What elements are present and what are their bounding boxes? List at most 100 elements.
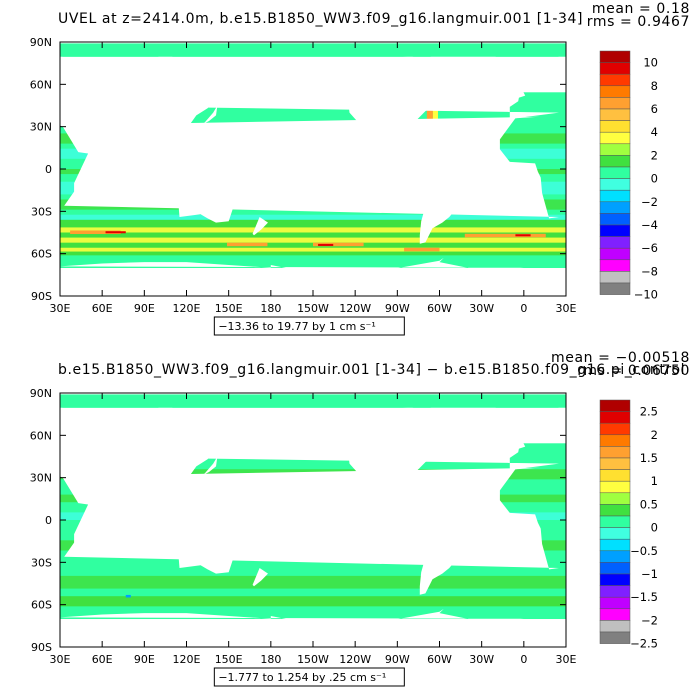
field-band	[60, 575, 566, 589]
colorbar-swatch	[599, 492, 631, 505]
colorbar-swatch	[599, 422, 631, 436]
colorbar-swatch	[599, 224, 631, 237]
x-tick-label: 0	[520, 653, 527, 666]
colorbar-swatch	[599, 97, 631, 110]
acc-strong	[60, 237, 566, 243]
colorbar-swatch	[599, 120, 631, 133]
range-label-box: −13.36 to 19.77 by 1 cm s⁻¹	[213, 316, 405, 336]
rms-stat: rms = 0.06750	[577, 363, 690, 379]
colorbar-swatch	[599, 62, 631, 75]
colorbar-swatch	[599, 143, 631, 156]
range-label: −13.36 to 19.77 by 1 cm s⁻¹	[218, 320, 375, 333]
x-tick-label: 150W	[297, 302, 329, 315]
colorbar-level: 8	[651, 79, 658, 93]
x-tick-label: 30E	[556, 302, 577, 315]
x-tick-label: 90W	[385, 302, 410, 315]
colorbar-swatch	[599, 620, 631, 633]
y-tick-label: 0	[45, 514, 52, 527]
colorbar-level: 6	[651, 102, 658, 116]
x-tick-label: 30W	[469, 653, 494, 666]
acc-peak	[318, 243, 334, 246]
colorbar-swatch	[599, 469, 631, 482]
acc-peak	[105, 231, 126, 234]
colorbar-swatch	[599, 399, 631, 412]
field-band	[60, 214, 566, 223]
colorbar-swatch	[599, 446, 631, 459]
x-tick-label: 120E	[173, 302, 201, 315]
ocean-field	[60, 394, 566, 620]
colorbar-swatch	[599, 85, 631, 98]
boundary-current-edge	[432, 102, 438, 149]
panel-1: 30E 60E 90E 120E 150E 180 150W 120W 90W 60W 30W 0 30…	[30, 1, 690, 336]
colorbar-swatch	[599, 282, 631, 295]
acc-core	[226, 242, 268, 247]
x-tick-label: 0	[520, 302, 527, 315]
colorbar-level: 4	[651, 125, 658, 139]
colorbar-swatch	[599, 480, 631, 494]
x-tick-label: 180	[260, 302, 281, 315]
arctic-band	[62, 49, 559, 57]
colorbar-swatch	[599, 108, 631, 121]
field-band	[60, 494, 566, 503]
colorbar-swatch	[599, 259, 631, 272]
rms-stat: rms = 0.9467	[587, 14, 690, 30]
colorbar-swatch	[599, 434, 631, 447]
colorbar-swatch	[599, 411, 631, 424]
colorbar-swatch	[599, 131, 631, 145]
y-tick-label: 30N	[30, 121, 52, 134]
x-tick-label: 60W	[427, 653, 452, 666]
anomaly-spot	[125, 594, 131, 598]
boundary-current	[426, 102, 433, 149]
ocean-field	[60, 43, 566, 269]
colorbar-swatch	[599, 201, 631, 214]
acc-core	[313, 242, 364, 247]
y-tick-label: 30N	[30, 472, 52, 485]
colorbar-level: −1.5	[630, 590, 658, 604]
colorbar-swatch	[599, 236, 631, 249]
colorbar-level: 2.5	[640, 405, 658, 419]
acc-peak	[515, 234, 531, 237]
y-tick-label: 60N	[30, 78, 52, 91]
range-label: −1.777 to 1.254 by .25 cm s⁻¹	[218, 671, 386, 684]
colorbar-swatch	[599, 73, 631, 87]
field-band	[60, 181, 566, 195]
colorbar-level: −6	[641, 241, 658, 255]
x-tick-label: 180	[260, 653, 281, 666]
colorbar-swatch	[599, 213, 631, 226]
y-tick-label: 60S	[31, 599, 52, 612]
colorbar-level: −1	[641, 567, 658, 581]
colorbar-level: −10	[634, 288, 658, 302]
colorbar-level: 10	[643, 56, 658, 70]
colorbar-level: 1.5	[640, 451, 658, 465]
x-tick-label: 150E	[215, 302, 243, 315]
colorbar-swatch	[599, 178, 631, 191]
x-tick-label: 60W	[427, 302, 452, 315]
colorbar-swatch	[599, 631, 631, 644]
acc-strong	[60, 227, 566, 233]
colorbar-swatch	[599, 155, 631, 168]
y-tick-label: 30S	[31, 556, 52, 569]
acc-core	[404, 247, 440, 252]
panel-2: 30E 60E 90E 120E 150E 180 150W 120W 90W 60W 30W 0 30…	[30, 350, 690, 687]
colorbar-level: −2	[641, 195, 658, 209]
colorbar-level: −4	[641, 218, 658, 232]
x-tick-label: 30E	[50, 653, 71, 666]
colorbar-swatch	[599, 585, 631, 598]
acc-band	[60, 596, 566, 607]
colorbar-swatch	[599, 504, 631, 517]
x-tick-label: 120W	[339, 653, 371, 666]
x-tick-label: 30W	[469, 302, 494, 315]
y-tick-label: 90N	[30, 36, 52, 49]
y-tick-label: 30S	[31, 205, 52, 218]
field-band	[60, 199, 566, 210]
colorbar-level: 2	[651, 428, 658, 442]
colorbar-level: −2	[641, 613, 658, 627]
field-band	[60, 133, 566, 144]
colorbar-level: −0.5	[630, 544, 658, 558]
y-tick-label: 60N	[30, 429, 52, 442]
colorbar-swatch	[599, 515, 631, 528]
y-tick-label: 60S	[31, 248, 52, 261]
y-tick-label: 90S	[31, 641, 52, 654]
chart-title: b.e15.B1850_WW3.f09_g16.langmuir.001 [1-…	[58, 362, 685, 378]
